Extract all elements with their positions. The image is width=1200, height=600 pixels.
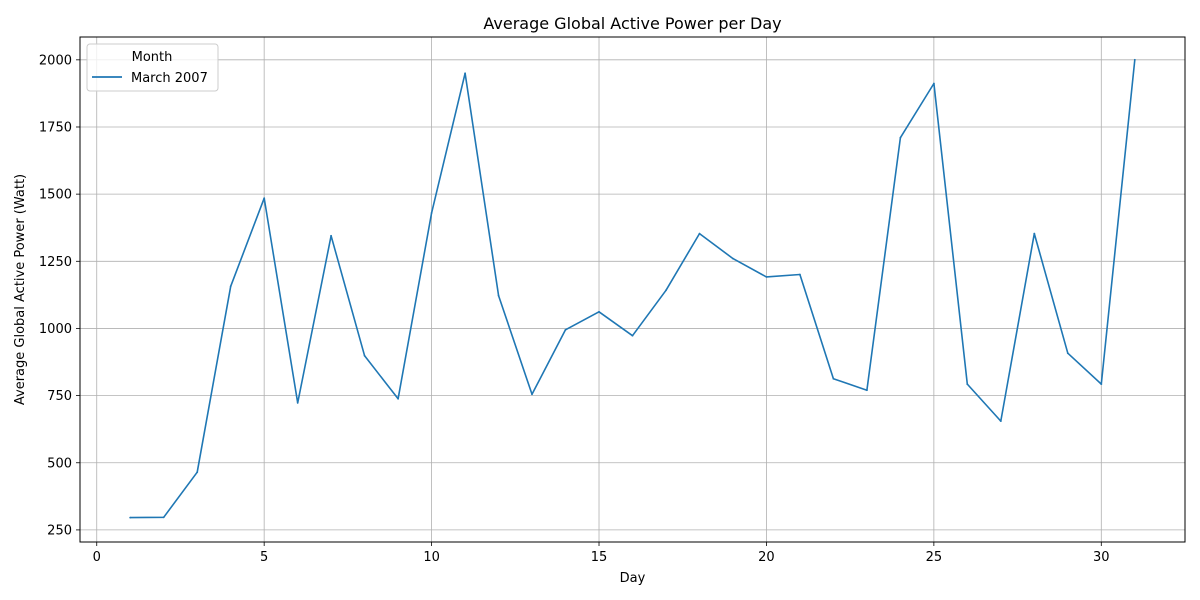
legend: Month March 2007 <box>86 43 219 92</box>
chart-title: Average Global Active Power per Day <box>483 14 781 33</box>
y-tick-label: 750 <box>47 389 72 404</box>
x-tick-label: 5 <box>260 550 268 565</box>
data-point <box>631 334 634 337</box>
plot-frame <box>79 36 1186 543</box>
y-tick-label: 500 <box>47 456 72 471</box>
data-point <box>397 397 399 400</box>
y-tick-label: 1500 <box>39 188 72 203</box>
legend-label: March 2007 <box>131 71 208 86</box>
data-point <box>564 328 567 331</box>
data-point <box>129 516 132 519</box>
data-point <box>698 232 701 235</box>
x-tick-label: 15 <box>591 550 608 565</box>
data-point <box>799 273 801 276</box>
y-tick-label: 1000 <box>39 322 72 337</box>
data-point <box>1066 352 1069 355</box>
y-tick-label: 1250 <box>39 255 72 270</box>
tick-layer: 0 5 10 15 20 25 30 250 500 750 1000 1250 1500 1750 200… <box>39 53 1110 565</box>
x-tick-label: 10 <box>423 550 440 565</box>
data-point <box>966 383 969 385</box>
data-point <box>229 285 232 288</box>
y-tick-label: 2000 <box>39 53 72 68</box>
data-point <box>832 377 835 380</box>
data-point <box>196 471 199 474</box>
grid-layer <box>80 37 1185 542</box>
data-point <box>430 212 433 214</box>
data-point <box>263 197 266 200</box>
data-point <box>933 82 935 85</box>
data-point <box>531 393 533 396</box>
data-point <box>866 389 868 392</box>
data-point <box>497 294 500 297</box>
x-tick-label: 0 <box>93 550 101 565</box>
data-point <box>765 276 768 278</box>
data-point <box>363 354 366 357</box>
data-point <box>162 516 165 519</box>
data-point <box>999 420 1002 422</box>
y-tick-label: 1750 <box>39 120 72 135</box>
y-tick-label: 250 <box>47 523 72 538</box>
legend-title: Month <box>132 50 173 65</box>
data-point <box>296 402 299 404</box>
data-point <box>665 289 667 292</box>
data-point <box>598 310 600 313</box>
data-point <box>732 257 734 260</box>
data-point <box>1100 383 1103 385</box>
data-point <box>1033 232 1036 235</box>
y-axis-title: Average Global Active Power (Watt) <box>13 174 28 405</box>
x-tick-label: 25 <box>926 550 943 565</box>
x-tick-label: 20 <box>758 550 775 565</box>
x-tick-label: 30 <box>1093 550 1110 565</box>
data-point <box>899 136 902 139</box>
data-point <box>330 234 332 237</box>
data-point <box>464 72 466 75</box>
x-axis-title: Day <box>620 571 646 586</box>
series-layer <box>129 58 1136 519</box>
legend-box <box>86 43 219 92</box>
data-point <box>1133 58 1136 61</box>
